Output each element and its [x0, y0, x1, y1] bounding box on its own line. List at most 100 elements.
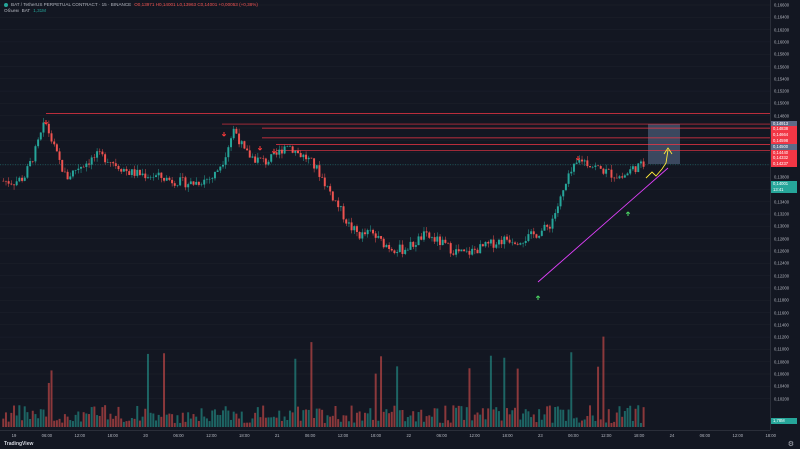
candle-body	[508, 239, 511, 243]
volume-bar	[15, 415, 18, 427]
symbol-title[interactable]: BAT / TetherUS PERPETUAL CONTRACT · 15 ·…	[11, 2, 132, 7]
volume-bar	[489, 355, 492, 427]
candle-body	[224, 157, 227, 165]
candle-body	[363, 232, 366, 235]
candle-body	[546, 224, 549, 227]
candle-body	[112, 162, 115, 164]
volume-bar	[599, 419, 602, 427]
volume-bar	[71, 421, 74, 427]
price-chart[interactable]	[0, 0, 770, 430]
gear-icon[interactable]: ⚙	[787, 441, 794, 448]
candle-body	[495, 244, 498, 248]
volume-bar	[621, 416, 624, 427]
volume-bar	[463, 419, 466, 427]
volume-bar	[104, 405, 107, 427]
candle-body	[37, 139, 40, 147]
volume-bar	[412, 411, 415, 427]
volume-bar	[318, 408, 321, 427]
candle-body	[497, 239, 500, 245]
time-axis-label: 18:00	[370, 433, 382, 438]
candle-body	[315, 165, 318, 169]
candle-body	[130, 169, 133, 175]
candle-body	[578, 159, 581, 163]
volume-bar	[4, 412, 7, 427]
candle-body	[286, 146, 289, 147]
volume-bar	[29, 418, 32, 427]
volume-bar	[615, 412, 618, 427]
volume-bar	[106, 419, 109, 427]
candle-body	[471, 248, 474, 255]
candle-body	[211, 178, 214, 179]
candle-body	[326, 186, 329, 187]
volume-bar	[55, 420, 58, 427]
chart-area[interactable]	[0, 0, 770, 430]
candle-body	[85, 163, 88, 168]
candle-body	[157, 172, 160, 176]
volume-bar	[610, 422, 613, 427]
volume-bar	[331, 415, 334, 427]
candle-body	[331, 191, 334, 201]
candle-body	[318, 165, 321, 177]
candle-body	[570, 171, 573, 174]
volume-bar	[548, 405, 551, 427]
price-tag: 0,14001	[771, 181, 797, 187]
candle-body	[227, 147, 230, 158]
price-axis-label: 0,16000	[774, 39, 790, 45]
volume-bar	[572, 418, 575, 427]
volume-bar	[589, 405, 592, 427]
time-axis-label: 12:00	[206, 433, 217, 438]
candle-body	[141, 173, 144, 176]
price-axis-label: 0,13400	[774, 199, 790, 205]
volume-indicator-label[interactable]: Объем	[4, 8, 19, 14]
candle-body	[280, 149, 283, 154]
candle-body	[323, 177, 326, 187]
volume-bar	[540, 419, 543, 427]
volume-bar	[235, 413, 238, 427]
candle-body	[575, 162, 578, 164]
candle-body	[96, 151, 99, 158]
candle-body	[10, 183, 13, 185]
time-axis-label: 06:00	[699, 433, 711, 438]
volume-bar	[114, 415, 117, 427]
volume-bar	[310, 342, 313, 427]
candle-body	[455, 249, 458, 255]
candle-body	[187, 184, 190, 188]
candle-body	[104, 154, 107, 163]
volume-bar	[626, 407, 629, 427]
candle-body	[235, 128, 238, 134]
volume-bar	[171, 414, 174, 427]
volume-bar	[74, 414, 77, 427]
volume-bar	[7, 421, 10, 427]
volume-bar	[173, 422, 176, 427]
volume-bar	[58, 418, 61, 427]
candle-body	[388, 244, 391, 249]
trendline	[537, 167, 669, 283]
candle-body	[586, 160, 589, 167]
candle-body	[267, 161, 270, 165]
candle-body	[144, 173, 147, 179]
candle-body	[401, 244, 404, 254]
volume-bar	[634, 408, 637, 427]
candle-body	[53, 141, 56, 145]
candle-body	[420, 236, 423, 240]
time-axis-label: 24	[669, 433, 675, 438]
volume-bar	[607, 409, 610, 427]
candle-body	[487, 241, 490, 244]
candle-body	[23, 177, 26, 181]
volume-bar	[455, 407, 458, 427]
candle-body	[93, 157, 96, 158]
price-axis-label: 0,12600	[774, 248, 790, 254]
target-zone-box	[648, 124, 680, 164]
candle-body	[425, 231, 428, 233]
volume-bar	[47, 382, 50, 427]
tradingview-logo[interactable]: TradingView	[4, 441, 34, 447]
time-axis[interactable]: 19 06:00 12:00 18:00 20 06:00 12:00 18:00 21 06:0…	[0, 430, 776, 439]
volume-bar	[26, 412, 29, 427]
candle-body	[503, 236, 506, 245]
volume-bar	[219, 415, 222, 427]
volume-bar	[246, 422, 249, 427]
volume-bar	[141, 416, 144, 427]
price-axis[interactable]: 0,16600 0,16400 0,16200 0,16000 0,15800 0,156…	[770, 0, 800, 430]
candle-body	[254, 156, 257, 163]
volume-bar	[519, 419, 522, 427]
